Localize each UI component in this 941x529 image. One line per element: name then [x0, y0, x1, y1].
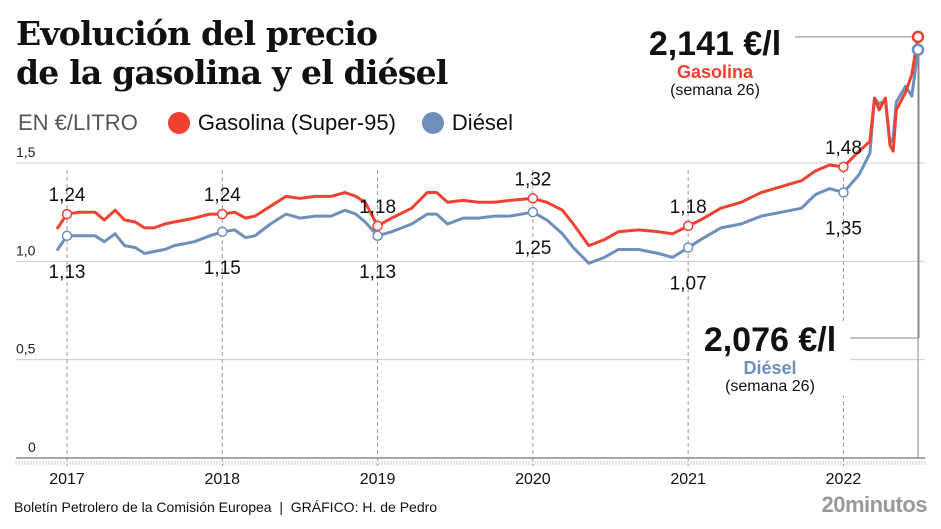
chart-title: Evolución del precio de la gasolina y el…	[16, 14, 448, 92]
x-tick-label: 2021	[670, 471, 706, 488]
chart-title-line-1: Evolución del precio	[16, 14, 378, 53]
annotation-gasolina: 2,141 €/l Gasolina (semana 26)	[630, 26, 800, 100]
annotation-diesel-series: Diésel	[743, 358, 797, 378]
data-label: 1,18	[670, 197, 707, 218]
data-label: 1,25	[514, 238, 551, 259]
data-label: 1,18	[359, 197, 396, 218]
x-tick-label: 2022	[826, 471, 862, 488]
x-tick-label: 2020	[515, 471, 551, 488]
marker-gasolina	[838, 161, 849, 173]
data-label: 1,13	[359, 262, 396, 283]
data-label: 1,24	[204, 185, 241, 206]
annotation-diesel-value: 2,076 €/l	[703, 321, 837, 359]
y-tick-label: 1,0	[16, 242, 36, 258]
annotation-diesel-period: (semana 26)	[725, 378, 815, 395]
source-credit: Boletín Petrolero de la Comisión Europea…	[14, 499, 438, 515]
marker-diesel	[527, 206, 539, 218]
marker-diesel	[217, 226, 228, 238]
legend-item-diesel: Diésel	[421, 110, 514, 136]
marker-diesel	[911, 43, 925, 56]
x-tick-label: 2017	[49, 471, 85, 488]
marker-gasolina	[911, 30, 925, 44]
y-tick-label: 1,5	[16, 144, 36, 160]
unit-label: EN €/LITRO	[18, 110, 138, 135]
annotation-gasolina-value: 2,141 €/l	[648, 25, 782, 63]
x-tick-label: 2018	[204, 471, 240, 488]
marker-diesel	[838, 187, 849, 198]
data-label: 1,32	[514, 169, 551, 190]
marker-gasolina	[372, 220, 383, 232]
data-label: 1,24	[49, 185, 86, 206]
annotation-gasolina-period: (semana 26)	[670, 82, 760, 99]
marker-gasolina	[217, 208, 228, 220]
legend-swatch-diesel	[421, 112, 444, 134]
marker-gasolina	[61, 208, 73, 220]
marker-gasolina	[682, 220, 694, 232]
legend-swatch-gasolina	[167, 112, 190, 134]
annotation-gasolina-series: Gasolina	[676, 62, 754, 82]
marker-diesel	[61, 230, 73, 242]
data-label: 1,07	[670, 274, 707, 295]
y-tick-label: 0,5	[16, 341, 36, 357]
marker-diesel	[372, 230, 383, 242]
data-label: 1,35	[825, 219, 862, 240]
x-tick-label: 2019	[360, 471, 396, 488]
marker-gasolina	[527, 193, 539, 204]
chart-title-line-2: de la gasolina y el diésel	[16, 53, 448, 92]
legend-label-gasolina: Gasolina (Super-95)	[197, 110, 396, 135]
data-label: 1,13	[49, 262, 86, 283]
annotation-diesel: 2,076 €/l Diésel (semana 26)	[690, 322, 850, 396]
marker-diesel	[682, 242, 694, 253]
y-tick-label: 0	[28, 439, 36, 455]
brand-logo: 20minutos	[821, 492, 927, 517]
legend-item-gasolina: Gasolina (Super-95)	[167, 110, 396, 136]
data-label: 1,15	[204, 258, 241, 279]
legend: EN €/LITRO Gasolina (Super-95) Diésel	[18, 110, 539, 136]
legend-label-diesel: Diésel	[451, 110, 514, 135]
data-label: 1,48	[825, 138, 862, 159]
